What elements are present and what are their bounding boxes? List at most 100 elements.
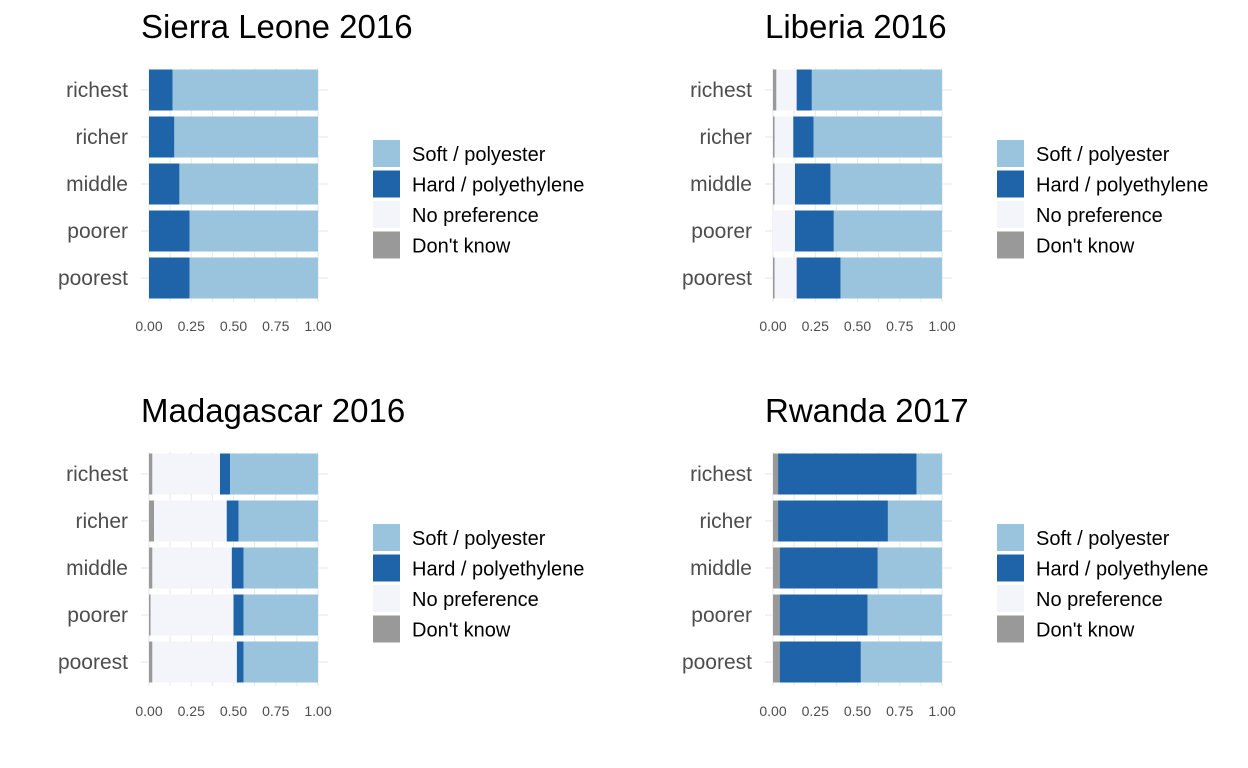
x-tick-label: 0.75 [262,703,289,719]
bar-soft-polyester-middle [830,163,942,205]
bar-hard-polyethylene-middle [231,547,244,589]
bar-hard-polyethylene-richest [778,453,917,495]
x-tick-label: 0.25 [178,318,205,334]
bar-don-t-know-richer [773,500,779,542]
bar-no-preference-poorest [152,641,237,683]
bar-don-t-know-poorest [773,641,780,683]
x-tick-label: 0.50 [220,703,247,719]
x-tick-label: 0.00 [759,703,786,719]
legend-swatch [997,170,1024,198]
bar-hard-polyethylene-poorer [794,210,834,252]
bar-no-preference-richest [776,69,797,111]
legend-swatch [997,554,1024,582]
bar-hard-polyethylene-poorest [796,257,841,299]
bar-soft-polyester-richer [887,500,942,542]
bar-no-preference-poorer [773,210,795,252]
bar-hard-polyethylene-middle [779,547,878,589]
legend-label: Hard / polyethylene [1036,175,1208,197]
bar-soft-polyester-poorer [833,210,942,252]
bar-don-t-know-poorer [773,594,780,636]
bar-soft-polyester-richest [230,453,318,495]
panel-title: Liberia 2016 [765,8,947,45]
bar-don-t-know-middle [773,547,780,589]
x-tick-label: 0.75 [886,318,913,334]
bar-no-preference-middle [152,547,232,589]
panel-3: Madagascar 2016 richest richer middle poorer… [58,392,584,719]
legend-label: Soft / polyester [412,144,546,166]
legend-swatch [373,170,400,198]
legend-swatch [997,524,1024,551]
category-label: poorer [691,220,752,243]
bar-hard-polyethylene-poorest [236,641,244,683]
legend-swatch [373,554,400,582]
bar-hard-polyethylene-poorer [779,594,868,636]
x-tick-label: 1.00 [304,703,331,719]
x-tick-label: 0.25 [802,703,829,719]
legend-label: Don't know [412,236,511,258]
legend-label: Don't know [1036,620,1135,642]
category-label: richest [690,463,752,486]
legend: Soft / polyester Hard / polyethylene No pr… [997,140,1208,259]
bar-soft-polyester-poorest [840,257,942,299]
legend-label: No preference [1036,205,1163,227]
panel-2: Liberia 2016 richest richer middle poorer poo… [682,8,1208,334]
x-tick-label: 0.50 [844,318,871,334]
bar-hard-polyethylene-richer [793,116,814,158]
legend-label: No preference [1036,589,1163,611]
category-label: richer [75,126,128,149]
panel-title: Sierra Leone 2016 [141,8,413,45]
x-tick-label: 1.00 [928,703,955,719]
bar-don-t-know-poorest [149,641,153,683]
bar-soft-polyester-poorer [867,594,942,636]
bar-hard-polyethylene-poorest [149,257,190,299]
category-label: richest [66,463,128,486]
bar-hard-polyethylene-richer [226,500,239,542]
bar-no-preference-poorest [774,257,797,299]
legend-swatch [373,231,400,259]
bar-no-preference-richer [774,116,794,158]
bar-soft-polyester-poorer [243,594,318,636]
bar-soft-polyester-poorest [243,641,318,683]
bar-don-t-know-middle [149,547,153,589]
x-tick-label: 0.00 [135,703,162,719]
bar-soft-polyester-poorest [860,641,942,683]
bar-no-preference-middle [774,163,795,205]
bar-soft-polyester-poorest [189,257,318,299]
bar-hard-polyethylene-poorer [233,594,244,636]
legend-label: Hard / polyethylene [1036,559,1208,581]
category-label: poorest [58,267,128,290]
category-label: poorer [67,220,128,243]
bar-don-t-know-richest [149,453,153,495]
bar-don-t-know-richer [149,500,155,542]
bar-soft-polyester-middle [877,547,942,589]
bar-don-t-know-poorest [773,257,775,299]
panel-title: Rwanda 2017 [765,392,969,429]
bar-soft-polyester-richest [811,69,942,111]
category-label: poorer [691,604,752,627]
bar-soft-polyester-richest [916,453,942,495]
legend-swatch [997,201,1024,228]
x-tick-label: 0.25 [802,318,829,334]
legend-label: Soft / polyester [1036,528,1170,550]
legend-label: Don't know [1036,236,1135,258]
legend-swatch [373,585,400,612]
legend-label: Don't know [412,620,511,642]
category-label: middle [66,557,128,580]
bar-hard-polyethylene-middle [794,163,831,205]
legend-label: Hard / polyethylene [412,559,584,581]
legend-swatch [373,615,400,643]
panel-title: Madagascar 2016 [141,392,405,429]
legend-swatch [373,140,400,167]
bar-don-t-know-richest [773,453,779,495]
category-label: middle [690,173,752,196]
bar-hard-polyethylene-richest [149,69,173,111]
bar-hard-polyethylene-richer [149,116,175,158]
x-tick-label: 0.00 [759,318,786,334]
bar-hard-polyethylene-richest [796,69,812,111]
legend: Soft / polyester Hard / polyethylene No pr… [373,524,584,643]
bar-soft-polyester-richer [174,116,318,158]
legend-label: Soft / polyester [412,528,546,550]
panel-1: Sierra Leone 2016 richest richer middle poor… [58,8,584,334]
x-tick-label: 0.50 [220,318,247,334]
bar-no-preference-poorer [150,594,234,636]
